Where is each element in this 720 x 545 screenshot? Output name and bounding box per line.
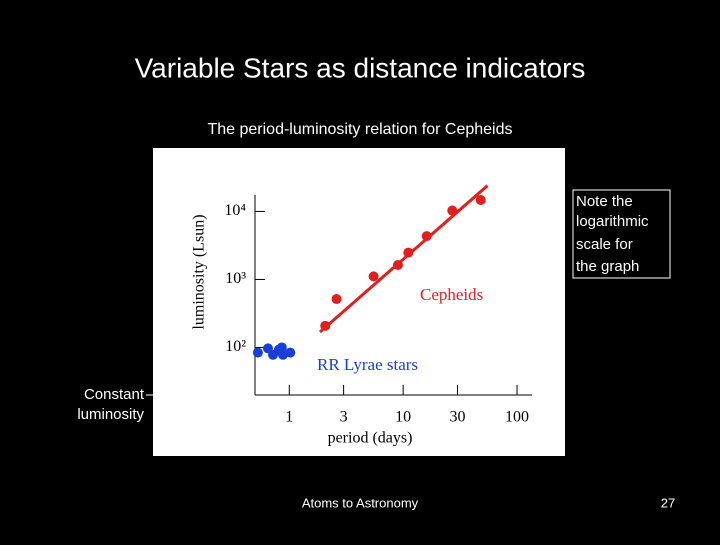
data-point	[331, 294, 342, 305]
chart-background	[153, 148, 565, 456]
data-point	[475, 195, 486, 206]
note-line: logarithmic	[576, 213, 649, 230]
x-tick-label: 30	[449, 409, 465, 426]
note-line: scale for	[576, 236, 633, 253]
note-line: the graph	[576, 258, 639, 275]
x-axis-title: period (days)	[328, 430, 413, 447]
fit-line	[318, 184, 489, 334]
data-point	[447, 205, 458, 216]
x-tick-label: 1	[285, 409, 293, 426]
series-label: Cepheids	[420, 285, 483, 304]
footer: Atoms to Astronomy	[302, 495, 419, 510]
note-box	[572, 189, 671, 279]
x-tick-label: 100	[505, 409, 529, 426]
side-label: luminosity	[77, 406, 144, 423]
data-point	[276, 342, 287, 353]
data-point	[252, 347, 263, 358]
y-tick-label: 10⁴	[224, 202, 246, 219]
x-tick-label: 3	[340, 409, 348, 426]
data-point	[320, 320, 331, 331]
data-point	[392, 260, 403, 271]
y-tick-label: 10²	[225, 338, 246, 355]
page-number: 27	[661, 495, 675, 510]
y-tick-label: 10³	[225, 270, 246, 287]
y-axis-title: luminosity (Lsun)	[191, 214, 208, 329]
data-point	[285, 347, 296, 358]
subtitle: The period-luminosity relation for Cephe…	[207, 121, 512, 138]
data-point	[368, 271, 379, 282]
slide-title: Variable Stars as distance indicators	[135, 52, 586, 83]
side-label: Constant	[84, 386, 145, 403]
x-tick-label: 10	[395, 409, 411, 426]
note-line: Note the	[576, 193, 633, 210]
data-point	[421, 231, 432, 242]
series-label: RR Lyrae stars	[317, 355, 418, 374]
data-point	[403, 247, 414, 258]
